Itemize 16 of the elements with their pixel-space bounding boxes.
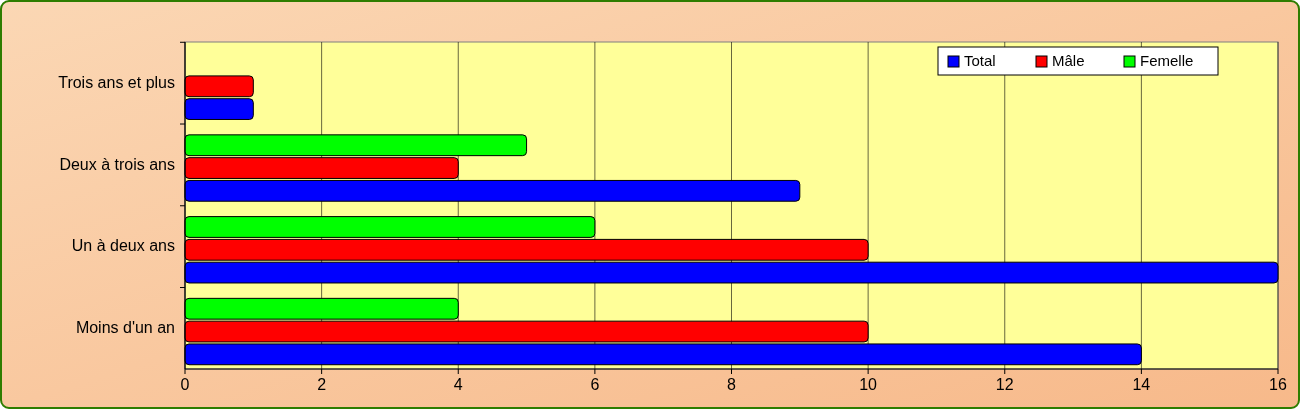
y-tick-label: Moins d'un an: [75, 319, 175, 337]
y-tick-label: Trois ans et plus: [58, 73, 175, 91]
x-tick-label: 2: [317, 376, 327, 393]
x-tick-label: 10: [859, 376, 878, 393]
y-tick-label: Deux à trois ans: [59, 155, 175, 173]
x-tick-label: 0: [180, 376, 190, 393]
legend-label: Total: [964, 52, 996, 69]
legend-label: Mâle: [1052, 52, 1085, 69]
x-tick-label: 4: [453, 376, 463, 393]
y-tick-label: Un à deux ans: [71, 237, 175, 255]
legend-label: Femelle: [1140, 52, 1194, 69]
x-tick-label: 12: [995, 376, 1014, 393]
x-tick-label: 14: [1132, 376, 1151, 393]
x-tick-label: 16: [1269, 376, 1287, 393]
x-tick-label: 8: [727, 376, 737, 393]
x-tick-label: 6: [590, 376, 600, 393]
